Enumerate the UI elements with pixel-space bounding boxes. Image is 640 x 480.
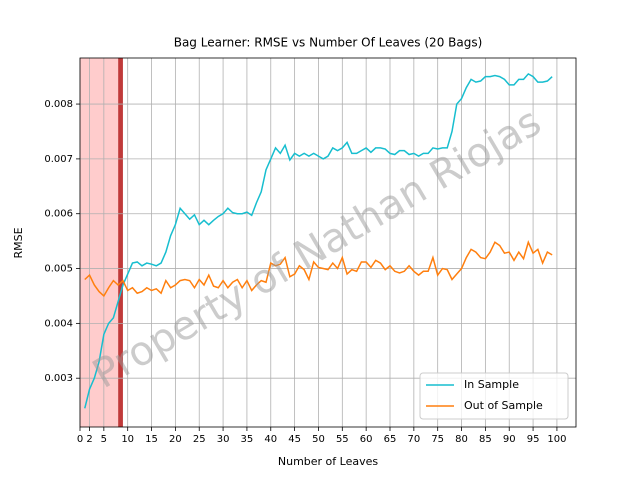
span xyxy=(80,58,119,427)
series-line xyxy=(84,72,553,409)
x-tick-label: 55 xyxy=(336,434,349,445)
x-tick-label: 5 xyxy=(101,434,107,445)
x-tick-label: 0 xyxy=(77,434,83,445)
x-tick-label: 20 xyxy=(169,434,182,445)
y-tick-label: 0.004 xyxy=(44,318,73,329)
y-tick-label: 0.008 xyxy=(44,99,73,110)
watermark: Property of Nathan Riojas xyxy=(85,99,549,398)
x-tick-label: 15 xyxy=(145,434,158,445)
legend-box xyxy=(419,372,569,420)
y-tick-label: 0.003 xyxy=(44,373,73,384)
x-tick-label: 35 xyxy=(241,434,254,445)
series-line xyxy=(84,240,553,298)
chart-title: Bag Learner: RMSE vs Number Of Leaves (2… xyxy=(174,36,483,50)
x-tick-label: 10 xyxy=(121,434,134,445)
x-tick-label: 85 xyxy=(479,434,492,445)
x-tick-label: 2 xyxy=(86,434,92,445)
y-axis-label: RMSE xyxy=(12,227,25,258)
x-tick-label: 30 xyxy=(217,434,230,445)
x-tick-label: 80 xyxy=(455,434,468,445)
y-tick-label: 0.007 xyxy=(44,154,73,165)
x-tick-label: 70 xyxy=(407,434,420,445)
legend-label: Out of Sample xyxy=(464,399,543,412)
plot xyxy=(84,72,553,409)
x-tick-label: 45 xyxy=(288,434,301,445)
y-tick-label: 0.005 xyxy=(44,264,73,275)
legend-label: In Sample xyxy=(464,378,519,391)
x-tick-label: 50 xyxy=(312,434,325,445)
y-tick-label: 0.006 xyxy=(44,209,73,220)
x-tick-label: 100 xyxy=(547,434,566,445)
span xyxy=(118,58,123,427)
x-tick-label: 25 xyxy=(193,434,206,445)
x-tick-label: 65 xyxy=(384,434,397,445)
x-tick-label: 60 xyxy=(360,434,373,445)
x-tick-label: 95 xyxy=(527,434,540,445)
x-tick-label: 90 xyxy=(503,434,516,445)
x-axis-label: Number of Leaves xyxy=(278,455,379,468)
axes-frame xyxy=(79,57,577,428)
x-tick-label: 75 xyxy=(431,434,444,445)
x-tick-label: 40 xyxy=(264,434,277,445)
